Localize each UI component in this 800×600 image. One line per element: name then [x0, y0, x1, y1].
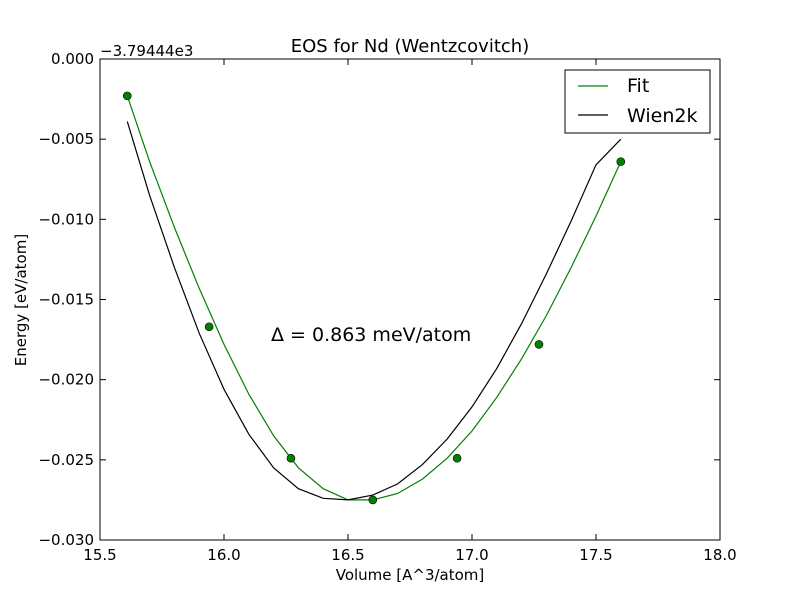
y-tick-label: −0.025	[38, 451, 94, 469]
data-point	[204, 322, 214, 332]
series-layer	[122, 91, 626, 505]
data-point	[616, 157, 626, 166]
y-tick-label: −0.005	[38, 130, 94, 148]
legend-box	[564, 69, 711, 134]
x-axis-label: Volume [A^3/atom]	[336, 566, 485, 584]
y-tick-label: −0.015	[38, 291, 94, 309]
x-tick-label: 15.5	[83, 546, 116, 564]
y-axis-label: Energy [eV/atom]	[12, 234, 30, 366]
delta-annotation: Δ = 0.863 meV/atom	[271, 324, 471, 346]
data-point	[286, 453, 296, 463]
data-point	[534, 340, 544, 349]
data-point	[122, 91, 132, 101]
x-tick-label: 16.5	[331, 546, 364, 564]
legend: Fit Wien2k	[564, 69, 711, 134]
x-tick-label: 17.5	[579, 546, 612, 564]
x-tick-label: 16.0	[207, 546, 240, 564]
series-line-fit	[126, 95, 622, 501]
y-axis: 0.000 −0.005 −0.010 −0.015 −0.020 −0.025 −0.03…	[38, 50, 720, 549]
data-point	[368, 495, 378, 505]
x-axis: 15.5 16.0 16.5 17.0 17.5 18.0	[83, 59, 737, 564]
chart-title: EOS for Nd (Wentzcovitch)	[291, 36, 529, 57]
legend-label-wien2k: Wien2k	[627, 105, 697, 127]
x-tick-label: 17.0	[455, 546, 488, 564]
y-tick-label: 0.000	[51, 50, 94, 68]
y-offset-label: −3.79444e3	[100, 42, 193, 60]
y-tick-label: −0.010	[38, 210, 94, 228]
y-tick-label: −0.020	[38, 371, 94, 389]
y-tick-label: −0.030	[38, 531, 94, 549]
legend-label-fit: Fit	[627, 75, 649, 97]
series-line-wien2k	[126, 121, 622, 501]
data-point	[452, 453, 462, 463]
x-tick-label: 18.0	[703, 546, 736, 564]
